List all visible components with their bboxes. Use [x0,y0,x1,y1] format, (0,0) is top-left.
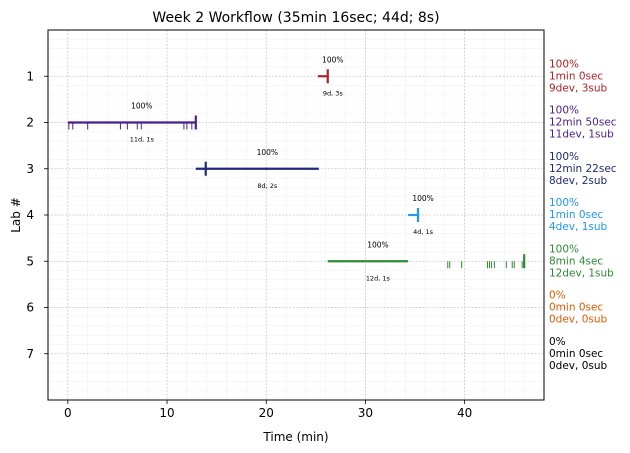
y-tick-label: 3 [26,162,34,176]
tick-layer: 0 10 20 30 40 1 2 3 4 5 6 7 [26,69,472,420]
lab-summary-line: 0% [549,336,566,348]
x-tick-label: 30 [358,406,373,420]
lab-percent-label: 100% [322,55,343,64]
lab-summary-line: 9dev, 3sub [549,82,608,94]
lab-summary-line: 1min 0sec [549,209,603,221]
lab-summary-line: 100% [549,243,579,255]
lab-summary-line: 8dev, 2sub [549,175,608,187]
lab-summary-line: 12dev, 1sub [549,267,614,279]
y-tick-label: 6 [26,301,34,315]
lab-summary-line: 0dev, 0sub [549,360,608,372]
y-tick-label: 1 [26,69,34,83]
lab-summary-line: 12min 22sec [549,163,617,175]
lab-count-label: 9d, 3s [323,89,344,97]
lab-summary-line: 4dev, 1sub [549,221,608,233]
lab-percent-label: 100% [257,148,278,157]
lab-summary-line: 100% [549,197,579,209]
lab-count-label: 12d, 1s [366,274,391,282]
y-tick-label: 7 [26,347,34,361]
x-tick-label: 20 [259,406,274,420]
lab-summary-line: 100% [549,151,579,163]
lab-summary-line: 0min 0sec [549,302,603,314]
x-tick-label: 40 [457,406,472,420]
lab-summary-line: 100% [549,58,579,70]
grid-layer [47,29,545,401]
data-layer: 100% 9d, 3s 100% 11d, 1s 100% 8d, 2s 100% 4d, 1… [67,55,526,282]
lab-summary-line: 0% [549,290,566,302]
y-tick-label: 5 [26,254,34,268]
lab-summary-line: 0dev, 0sub [549,314,608,326]
chart-title: Week 2 Workflow (35min 16sec; 44d; 8s) [152,10,439,26]
y-axis-label: Lab # [9,197,23,233]
lab-percent-label: 100% [367,240,388,249]
lab-summary-line: 11dev, 1sub [549,129,614,141]
x-axis-label: Time (min) [262,430,328,444]
lab-summary-line: 12min 50sec [549,117,617,129]
lab-percent-label: 100% [412,194,433,203]
x-tick-label: 0 [64,406,72,420]
lab-summary-line: 0min 0sec [549,348,603,360]
x-tick-label: 10 [159,406,174,420]
lab-percent-label: 100% [131,102,152,111]
lab-summary-line: 8min 4sec [549,255,603,267]
y-tick-label: 4 [26,208,34,222]
lab-summary-line: 100% [549,105,579,117]
lab-count-label: 11d, 1s [130,136,155,144]
y-tick-label: 2 [26,116,34,130]
lab-count-label: 4d, 1s [413,228,434,236]
lab-summary-line: 1min 0sec [549,70,603,82]
lab-count-label: 8d, 2s [257,182,278,190]
